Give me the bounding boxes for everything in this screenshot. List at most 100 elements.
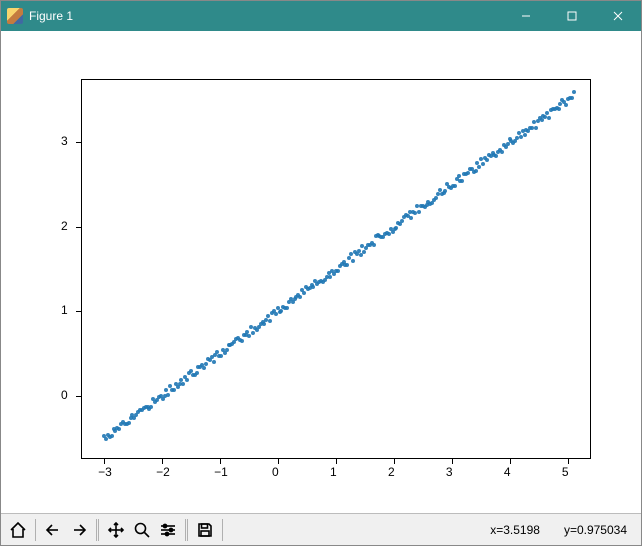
nav-toolbar: x=3.5198 y=0.975034: [1, 513, 641, 545]
home-button[interactable]: [5, 517, 31, 543]
forward-button[interactable]: [66, 517, 92, 543]
scatter-point: [202, 366, 206, 370]
scatter-point: [251, 331, 255, 335]
toolbar-group-nav: [5, 517, 92, 543]
scatter-point: [345, 263, 349, 267]
zoom-button[interactable]: [129, 517, 155, 543]
scatter-point: [557, 107, 561, 111]
x-tick-label: 4: [504, 465, 511, 479]
maximize-icon: [567, 11, 577, 21]
scatter-point: [359, 253, 363, 257]
home-icon: [9, 521, 27, 539]
toolbar-group-view: [103, 517, 181, 543]
scatter-point: [362, 250, 366, 254]
app-icon: [7, 8, 23, 24]
figure-canvas[interactable]: −3 −2 −1 0 1 2 3 4 5 0 1 2 3: [1, 31, 641, 513]
x-tick-label: 0: [272, 465, 279, 479]
y-tick: [76, 142, 81, 143]
scatter-point: [351, 259, 355, 263]
toolbar-separator: [96, 519, 99, 541]
scatter-point: [485, 158, 489, 162]
save-button[interactable]: [192, 517, 218, 543]
x-tick: [104, 459, 105, 464]
cursor-x: x=3.5198: [490, 523, 540, 537]
x-tick-label: 1: [330, 465, 337, 479]
close-icon: [613, 11, 623, 21]
x-tick-label: −1: [214, 465, 228, 479]
scatter-point: [336, 269, 340, 273]
configure-subplots-button[interactable]: [155, 517, 181, 543]
scatter-point: [117, 427, 121, 431]
cursor-coordinates: x=3.5198 y=0.975034: [490, 523, 637, 537]
scatter-point: [219, 354, 223, 358]
scatter-point: [240, 339, 244, 343]
y-tick: [76, 227, 81, 228]
scatter-point: [204, 362, 208, 366]
zoom-icon: [133, 521, 151, 539]
scatter-point: [434, 196, 438, 200]
scatter-point: [195, 371, 199, 375]
scatter-point: [460, 179, 464, 183]
y-tick-label: 3: [61, 134, 71, 148]
scatter-point: [110, 434, 114, 438]
scatter-point: [570, 96, 574, 100]
x-tick: [452, 459, 453, 464]
scatter-point: [564, 103, 568, 107]
scatter-point: [225, 348, 229, 352]
close-button[interactable]: [595, 1, 641, 31]
maximize-button[interactable]: [549, 1, 595, 31]
x-tick-label: −3: [98, 465, 112, 479]
x-tick-label: 5: [562, 465, 569, 479]
y-tick-label: 0: [61, 388, 71, 402]
scatter-point: [311, 285, 315, 289]
y-tick: [76, 311, 81, 312]
sliders-icon: [159, 521, 177, 539]
pan-icon: [107, 521, 125, 539]
scatter-point: [247, 334, 251, 338]
x-tick: [162, 459, 163, 464]
minimize-icon: [521, 11, 531, 21]
figure-window: Figure 1 −3 −2 −1 0 1 2 3 4 5 0 1 2 3: [0, 0, 642, 546]
scatter-point: [185, 378, 189, 382]
scatter-point: [523, 133, 527, 137]
scatter-point: [474, 169, 478, 173]
x-tick: [278, 459, 279, 464]
scatter-point: [149, 405, 153, 409]
scatter-point: [181, 382, 185, 386]
scatter-point: [372, 243, 376, 247]
y-tick-label: 1: [61, 303, 71, 317]
scatter-point: [127, 421, 131, 425]
scatter-point: [400, 219, 404, 223]
x-tick: [220, 459, 221, 464]
scatter-point: [547, 116, 551, 120]
minimize-button[interactable]: [503, 1, 549, 31]
x-tick-label: −2: [156, 465, 170, 479]
back-button[interactable]: [40, 517, 66, 543]
titlebar[interactable]: Figure 1: [1, 1, 641, 31]
x-tick: [394, 459, 395, 464]
scatter-point: [540, 118, 544, 122]
scatter-point: [298, 295, 302, 299]
scatter-point: [166, 393, 170, 397]
y-tick-label: 2: [61, 219, 71, 233]
toolbar-separator: [35, 519, 36, 541]
scatter-point: [417, 210, 421, 214]
toolbar-separator: [185, 519, 188, 541]
scatter-point: [328, 275, 332, 279]
y-tick: [76, 396, 81, 397]
arrow-right-icon: [70, 521, 88, 539]
scatter-point: [172, 388, 176, 392]
scatter-point: [164, 388, 168, 392]
x-tick-label: 3: [446, 465, 453, 479]
x-tick: [510, 459, 511, 464]
scatter-point: [500, 150, 504, 154]
cursor-y: y=0.975034: [564, 523, 627, 537]
x-tick-label: 2: [388, 465, 395, 479]
pan-button[interactable]: [103, 517, 129, 543]
scatter-point: [262, 322, 266, 326]
scatter-point: [534, 126, 538, 130]
x-tick: [336, 459, 337, 464]
scatter-point: [268, 319, 272, 323]
toolbar-group-io: [192, 517, 218, 543]
scatter-point: [481, 162, 485, 166]
